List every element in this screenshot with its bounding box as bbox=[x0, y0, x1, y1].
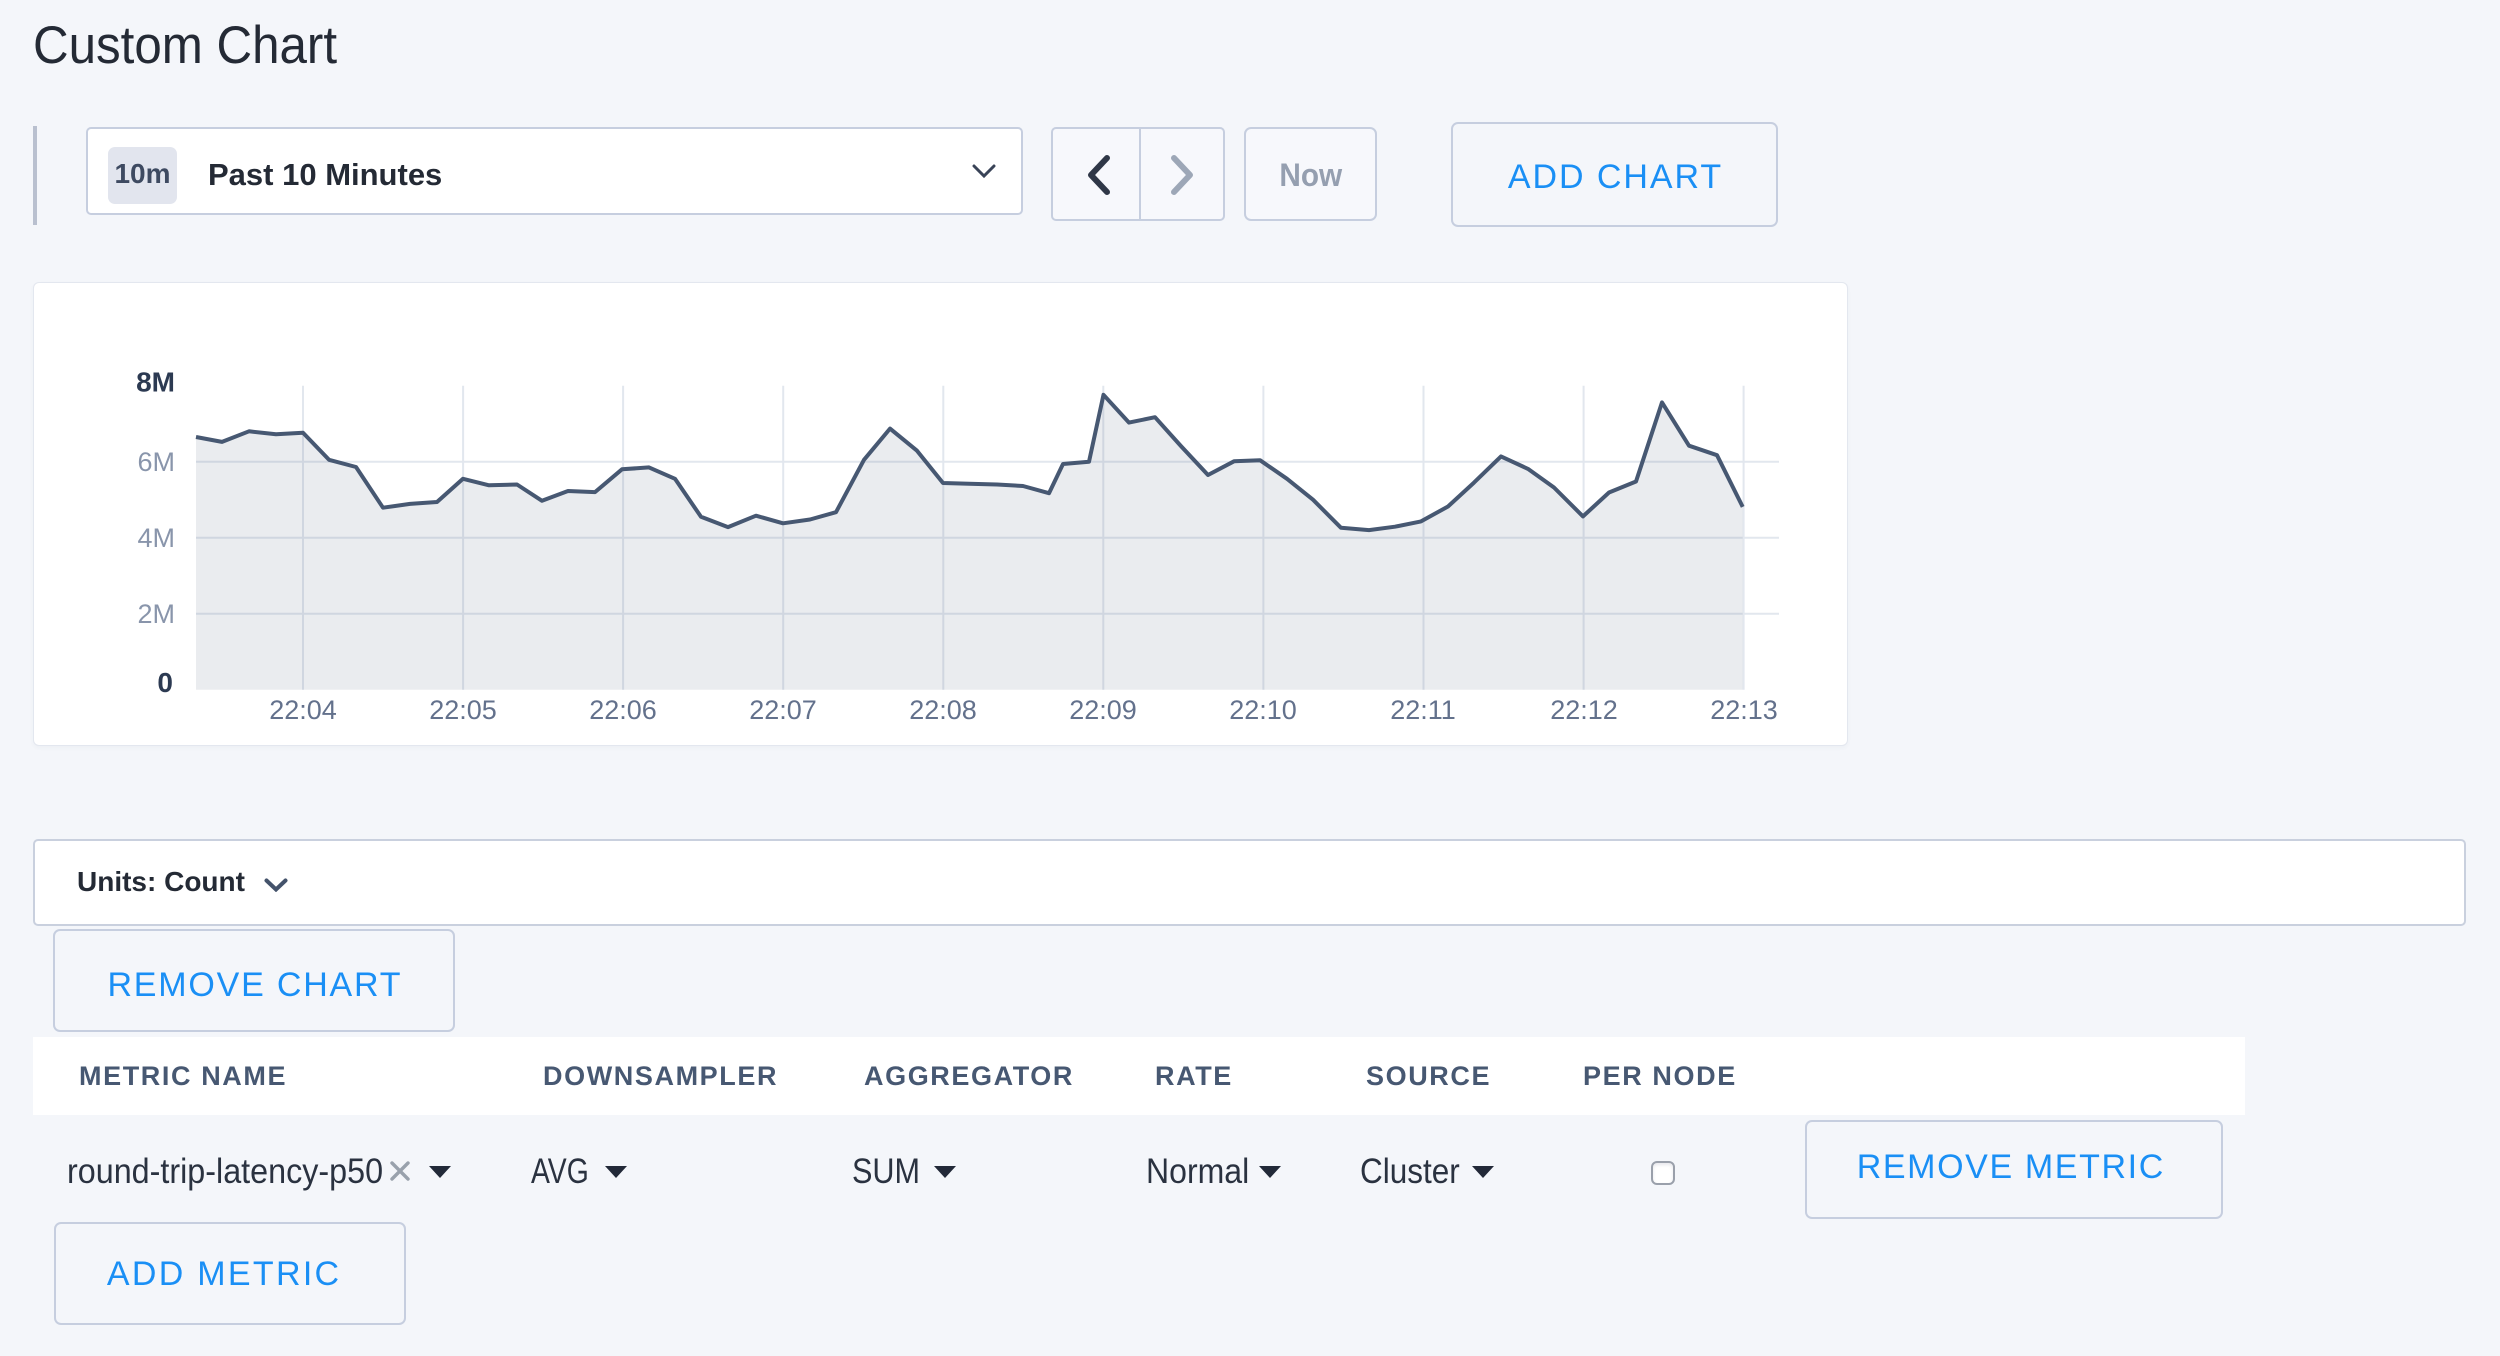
svg-text:22:04: 22:04 bbox=[269, 695, 337, 725]
svg-text:22:13: 22:13 bbox=[1710, 695, 1778, 725]
svg-text:22:12: 22:12 bbox=[1550, 695, 1618, 725]
svg-text:4M: 4M bbox=[137, 523, 175, 553]
svg-text:22:07: 22:07 bbox=[749, 695, 817, 725]
svg-text:22:08: 22:08 bbox=[909, 695, 977, 725]
svg-text:8M: 8M bbox=[136, 367, 175, 398]
svg-text:22:10: 22:10 bbox=[1229, 695, 1297, 725]
svg-text:22:09: 22:09 bbox=[1069, 695, 1137, 725]
svg-text:22:05: 22:05 bbox=[429, 695, 497, 725]
svg-text:2M: 2M bbox=[137, 599, 175, 629]
svg-text:22:11: 22:11 bbox=[1390, 695, 1456, 725]
svg-text:0: 0 bbox=[157, 667, 173, 698]
svg-text:22:06: 22:06 bbox=[589, 695, 657, 725]
svg-text:6M: 6M bbox=[137, 447, 175, 477]
